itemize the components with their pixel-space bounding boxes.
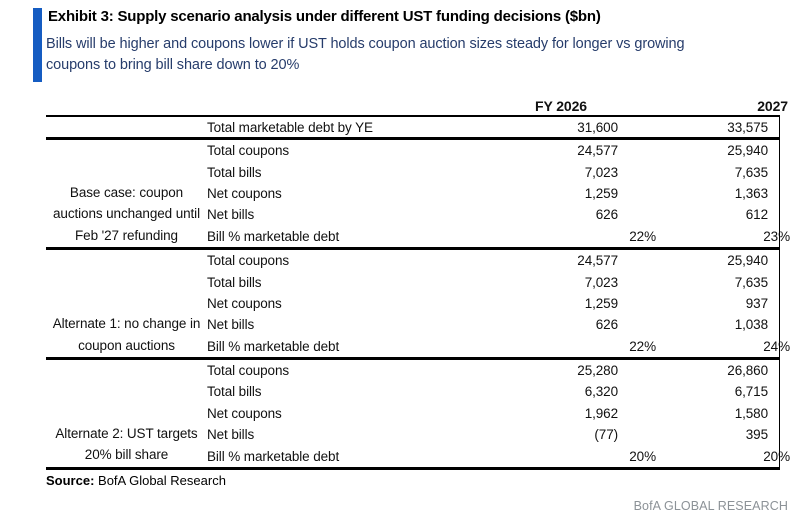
row-label: Total bills xyxy=(207,274,262,290)
value-fy2026: 22% xyxy=(629,338,656,354)
row-label: Bill % marketable debt xyxy=(207,448,340,464)
column-header-fy2026: FY 2026 xyxy=(535,97,587,114)
section-alternate-1: Alternate 1: no change in coupon auction… xyxy=(46,250,790,360)
row-label: Bill % marketable debt xyxy=(207,228,340,244)
value-fy2026: 6,320 xyxy=(584,384,618,400)
table-row: Net coupons 1,962 1,580 xyxy=(207,403,779,424)
row-label: Total bills xyxy=(207,384,262,400)
value-2027: 25,940 xyxy=(727,143,768,159)
row-label: Net bills xyxy=(207,427,255,443)
source-text: BofA Global Research xyxy=(94,473,226,488)
table-row: Bill % marketable debt 22% 24% xyxy=(207,336,790,357)
table-row: Net bills 626 612 xyxy=(207,204,779,225)
value-2027: 25,940 xyxy=(727,253,768,269)
value-fy2026: 7,023 xyxy=(584,274,618,290)
row-label: Total bills xyxy=(207,164,262,180)
exhibit-title: Exhibit 3: Supply scenario analysis unde… xyxy=(48,8,601,25)
table-row: Total coupons 24,577 25,940 xyxy=(207,140,779,161)
value-2027: 612 xyxy=(745,207,768,223)
value-fy2026: 22% xyxy=(629,228,656,244)
table-row: Total coupons 24,577 25,940 xyxy=(207,250,779,271)
value-2027: 20% xyxy=(763,448,790,464)
row-label: Net bills xyxy=(207,207,255,223)
value-2027: 6,715 xyxy=(734,384,768,400)
table-row: Bill % marketable debt 20% 20% xyxy=(207,445,790,466)
section-base-case: Base case: coupon auctions unchanged unt… xyxy=(46,140,790,250)
value-fy2026: 626 xyxy=(595,207,618,223)
table-header-row: FY 2026 2027 xyxy=(46,96,788,117)
bofa-global-research-watermark: BofA GLOBAL RESEARCH xyxy=(633,499,788,513)
table-row: Net bills 626 1,038 xyxy=(207,314,779,335)
table-row: Total coupons 25,280 26,860 xyxy=(207,360,779,381)
row-label: Net coupons xyxy=(207,185,282,201)
value-2027: 33,575 xyxy=(727,119,768,135)
value-2027: 26,860 xyxy=(727,363,768,379)
value-fy2026: 24,577 xyxy=(577,253,618,269)
row-label: Total coupons xyxy=(207,253,290,269)
row-label: Bill % marketable debt xyxy=(207,338,340,354)
table-row: Net coupons 1,259 1,363 xyxy=(207,183,779,204)
value-2027: 937 xyxy=(745,295,768,311)
table-row: Bill % marketable debt 22% 23% xyxy=(207,226,790,247)
value-2027: 1,580 xyxy=(734,405,768,421)
value-fy2026: (77) xyxy=(594,427,618,443)
table-row: Total bills 7,023 7,635 xyxy=(207,161,779,182)
table-row: Net coupons 1,259 937 xyxy=(207,293,779,314)
value-2027: 7,635 xyxy=(734,164,768,180)
supply-scenario-table: FY 2026 2027 Total marketable debt by YE… xyxy=(46,96,790,470)
value-fy2026: 626 xyxy=(595,317,618,333)
value-fy2026: 7,023 xyxy=(584,164,618,180)
table-row: Total bills 6,320 6,715 xyxy=(207,381,779,402)
table-row: Total bills 7,023 7,635 xyxy=(207,271,779,292)
row-label: Total marketable debt by YE xyxy=(207,119,373,135)
table-right-border xyxy=(778,115,780,470)
value-fy2026: 1,259 xyxy=(584,185,618,201)
value-2027: 1,363 xyxy=(734,185,768,201)
value-2027: 395 xyxy=(745,427,768,443)
source-label: Source: xyxy=(46,473,95,488)
value-fy2026: 20% xyxy=(629,448,656,464)
section-rows: Total coupons 24,577 25,940 Total bills … xyxy=(207,140,790,247)
source-line: Source: BofA Global Research xyxy=(46,473,226,488)
value-fy2026: 25,280 xyxy=(577,363,618,379)
section-rows: Total coupons 24,577 25,940 Total bills … xyxy=(207,250,790,357)
value-fy2026: 1,962 xyxy=(584,405,618,421)
row-label: Net bills xyxy=(207,317,255,333)
value-2027: 24% xyxy=(763,338,790,354)
table-row: Net bills (77) 395 xyxy=(207,424,779,445)
value-2027: 23% xyxy=(763,228,790,244)
group-label-alternate-1: Alternate 1: no change in coupon auction… xyxy=(52,316,201,353)
row-label: Total coupons xyxy=(207,143,290,159)
value-2027: 7,635 xyxy=(734,274,768,290)
row-label: Net coupons xyxy=(207,295,282,311)
column-header-2027: 2027 xyxy=(757,97,788,114)
section-alternate-2: Alternate 2: UST targets 20% bill share … xyxy=(46,360,790,470)
value-2027: 1,038 xyxy=(734,317,768,333)
value-fy2026: 24,577 xyxy=(577,143,618,159)
value-fy2026: 1,259 xyxy=(584,295,618,311)
group-label-base-case: Base case: coupon auctions unchanged unt… xyxy=(53,184,200,243)
section-rows: Total coupons 25,280 26,860 Total bills … xyxy=(207,360,790,467)
table-row-total-marketable-debt: Total marketable debt by YE 31,600 33,57… xyxy=(46,117,779,140)
exhibit-subtitle: Bills will be higher and coupons lower i… xyxy=(46,36,685,73)
accent-bar xyxy=(33,8,42,82)
group-label-alternate-2: Alternate 2: UST targets 20% bill share xyxy=(55,426,198,463)
value-fy2026: 31,600 xyxy=(577,119,618,135)
row-label: Total coupons xyxy=(207,363,290,379)
row-label: Net coupons xyxy=(207,405,282,421)
